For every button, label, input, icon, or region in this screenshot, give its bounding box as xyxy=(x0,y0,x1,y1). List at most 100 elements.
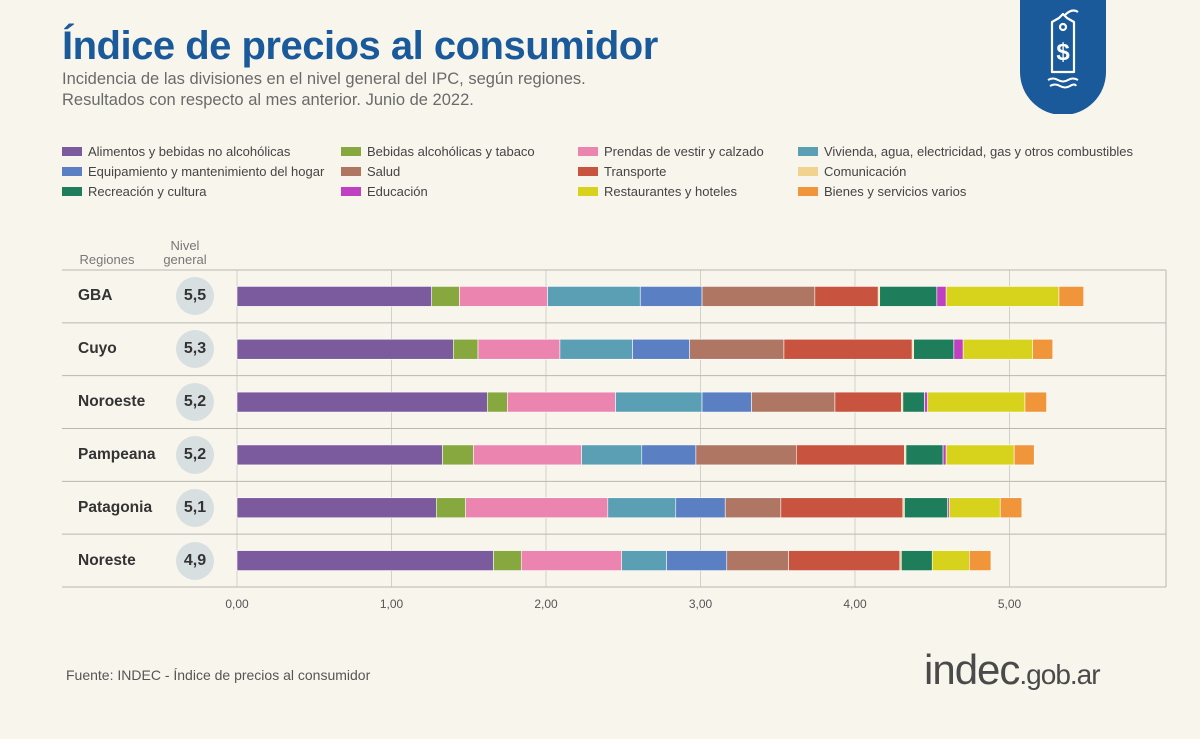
legend-swatch xyxy=(578,167,598,176)
legend-label: Restaurantes y hoteles xyxy=(604,184,737,199)
legend-label: Bienes y servicios varios xyxy=(824,184,967,199)
region-label: Noroeste xyxy=(78,393,146,411)
region-label: Cuyo xyxy=(78,340,117,358)
bar-segment xyxy=(641,444,697,466)
region-label: GBA xyxy=(78,287,113,305)
x-tick-label: 1,00 xyxy=(380,597,404,611)
bar-segment xyxy=(675,497,726,519)
bar-segment xyxy=(236,550,494,571)
legend-label: Prendas de vestir y calzado xyxy=(604,144,764,159)
bar-segment xyxy=(913,338,955,360)
bar-segment xyxy=(999,497,1023,519)
legend-swatch xyxy=(62,187,82,196)
legend-item: Vivienda, agua, electricidad, gas y otro… xyxy=(798,144,1133,159)
bar-segment xyxy=(452,338,479,360)
level-column-header: Nivel general xyxy=(160,239,210,267)
legend-swatch xyxy=(798,147,818,156)
subtitle: Incidencia de las divisiones en el nivel… xyxy=(62,69,586,111)
bar-segment xyxy=(486,391,508,413)
bar-segment xyxy=(436,497,466,519)
legend-item: Prendas de vestir y calzado xyxy=(578,144,764,159)
bar-segment xyxy=(879,286,938,307)
region-label: Pampeana xyxy=(78,445,156,463)
bar-segment xyxy=(520,550,623,571)
legend-item: Salud xyxy=(341,164,400,179)
legend-swatch xyxy=(798,187,818,196)
bar-segment xyxy=(814,286,879,307)
bar-segment xyxy=(783,338,913,360)
bar-segment xyxy=(465,497,609,519)
legend-item: Alimentos y bebidas no alcohólicas xyxy=(62,144,290,159)
bar-segment xyxy=(459,286,548,307)
legend-label: Vivienda, agua, electricidad, gas y otro… xyxy=(824,144,1134,159)
price-tag-dollar-icon: $ xyxy=(1020,0,1106,114)
brand-domain: .gob.ar xyxy=(1019,659,1100,690)
bar-segment xyxy=(751,391,836,413)
svg-text:$: $ xyxy=(1056,39,1070,66)
bar-segment xyxy=(945,444,1015,466)
x-tick-label: 5,00 xyxy=(998,597,1022,611)
region-label: Patagonia xyxy=(78,498,153,516)
level-value-badge: 5,2 xyxy=(176,435,214,474)
bar-segment xyxy=(962,338,1033,360)
bar-segment xyxy=(581,444,643,466)
bar-segment xyxy=(931,550,970,571)
brand-main: indec xyxy=(924,646,1020,693)
level-value-badge: 5,5 xyxy=(176,277,214,316)
legend-swatch xyxy=(341,187,361,196)
bar-segment xyxy=(547,286,641,307)
legend-label: Transporte xyxy=(604,164,667,179)
bar-segment xyxy=(969,550,992,571)
bar-segment xyxy=(621,550,667,571)
legend-swatch xyxy=(341,147,361,156)
bar-segment xyxy=(834,391,902,413)
source-note: Fuente: INDEC - Índice de precios al con… xyxy=(66,667,371,683)
bar-segment xyxy=(695,444,797,466)
level-value-badge: 5,3 xyxy=(176,330,214,369)
legend-item: Transporte xyxy=(578,164,666,179)
bar-segment xyxy=(795,444,905,466)
bar-segment xyxy=(936,286,947,307)
bar-segment xyxy=(905,444,944,466)
bar-segment xyxy=(924,391,928,413)
legend-label: Alimentos y bebidas no alcohólicas xyxy=(88,144,291,159)
legend-swatch xyxy=(62,167,82,176)
legend-label: Salud xyxy=(367,164,401,179)
indec-brand-logo[interactable]: indec.gob.ar xyxy=(924,646,1101,694)
legend-swatch xyxy=(341,167,361,176)
legend-swatch xyxy=(578,147,598,156)
bar-segment xyxy=(473,444,582,466)
bar-segment xyxy=(689,338,785,360)
legend-label: Equipamiento y mantenimiento del hogar xyxy=(88,164,325,179)
legend-item: Comunicación xyxy=(798,164,906,179)
bar-segment xyxy=(507,391,616,413)
level-value-badge: 4,9 xyxy=(176,541,214,580)
bar-segment xyxy=(615,391,703,413)
regions-column-header: Regiones xyxy=(79,252,135,267)
x-tick-label: 4,00 xyxy=(843,597,867,611)
bar-segment xyxy=(493,550,522,571)
bar-segment xyxy=(559,338,633,360)
legend-item: Bienes y servicios varios xyxy=(798,184,966,199)
bar-segment xyxy=(942,444,947,466)
subtitle-line: Resultados con respecto al mes anterior.… xyxy=(62,91,474,109)
bar-segment xyxy=(953,338,964,360)
bar-segment xyxy=(1024,391,1047,413)
level-value-badge: 5,1 xyxy=(176,488,214,527)
bar-segment xyxy=(1032,338,1054,360)
bar-segment xyxy=(607,497,677,519)
x-tick-label: 3,00 xyxy=(689,597,713,611)
legend-item: Recreación y cultura xyxy=(62,184,207,199)
bar-segment xyxy=(780,497,904,519)
legend-swatch xyxy=(798,167,818,176)
x-tick-label: 2,00 xyxy=(534,597,558,611)
x-tick-label: 0,00 xyxy=(225,597,249,611)
bar-segment xyxy=(701,391,752,413)
level-header-line: general xyxy=(163,252,207,267)
legend-label: Bebidas alcohólicas y tabaco xyxy=(367,144,535,159)
bar-segment xyxy=(904,497,949,519)
region-label: Noreste xyxy=(78,551,136,569)
bar-segment xyxy=(632,338,690,360)
chart-legend: Alimentos y bebidas no alcohólicas Bebida… xyxy=(62,144,1182,214)
